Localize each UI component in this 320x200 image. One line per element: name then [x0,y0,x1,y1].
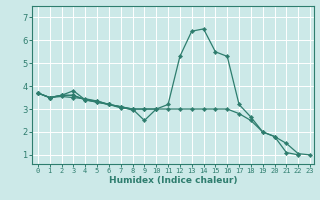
X-axis label: Humidex (Indice chaleur): Humidex (Indice chaleur) [108,176,237,185]
